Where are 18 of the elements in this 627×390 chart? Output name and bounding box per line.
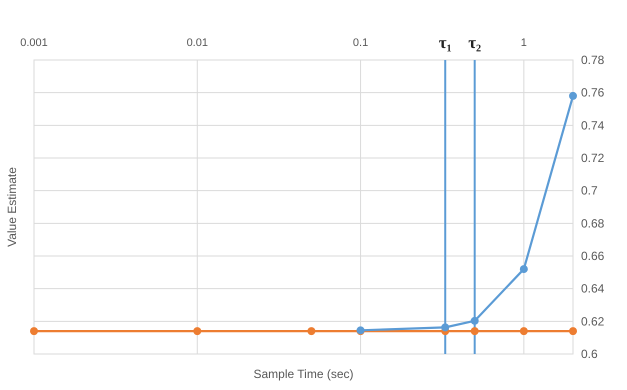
y-tick-label: 0.78	[581, 53, 605, 67]
y-tick-label: 0.72	[581, 151, 605, 165]
y-tick-label: 0.74	[581, 118, 605, 132]
y-tick-label: 0.7	[581, 184, 598, 198]
x-tick-label: 0.01	[186, 37, 208, 49]
ref-line-label: τ₁	[438, 33, 452, 52]
y-tick-label: 0.76	[581, 86, 605, 100]
x-axis-title: Sample Time (sec)	[253, 367, 354, 381]
y-tick-label: 0.68	[581, 216, 605, 230]
x-tick-label: 0.1	[352, 37, 368, 49]
y-tick-label: 0.62	[581, 314, 605, 328]
y-tick-label: 0.66	[581, 249, 605, 263]
ref-line-label: τ₂	[468, 33, 482, 52]
x-tick-label: 1	[520, 37, 527, 49]
y-tick-label: 0.6	[581, 347, 598, 361]
y-axis-title: Value Estimate	[5, 166, 19, 247]
y-tick-label: 0.64	[581, 282, 605, 296]
x-tick-label: 0.001	[20, 37, 48, 49]
